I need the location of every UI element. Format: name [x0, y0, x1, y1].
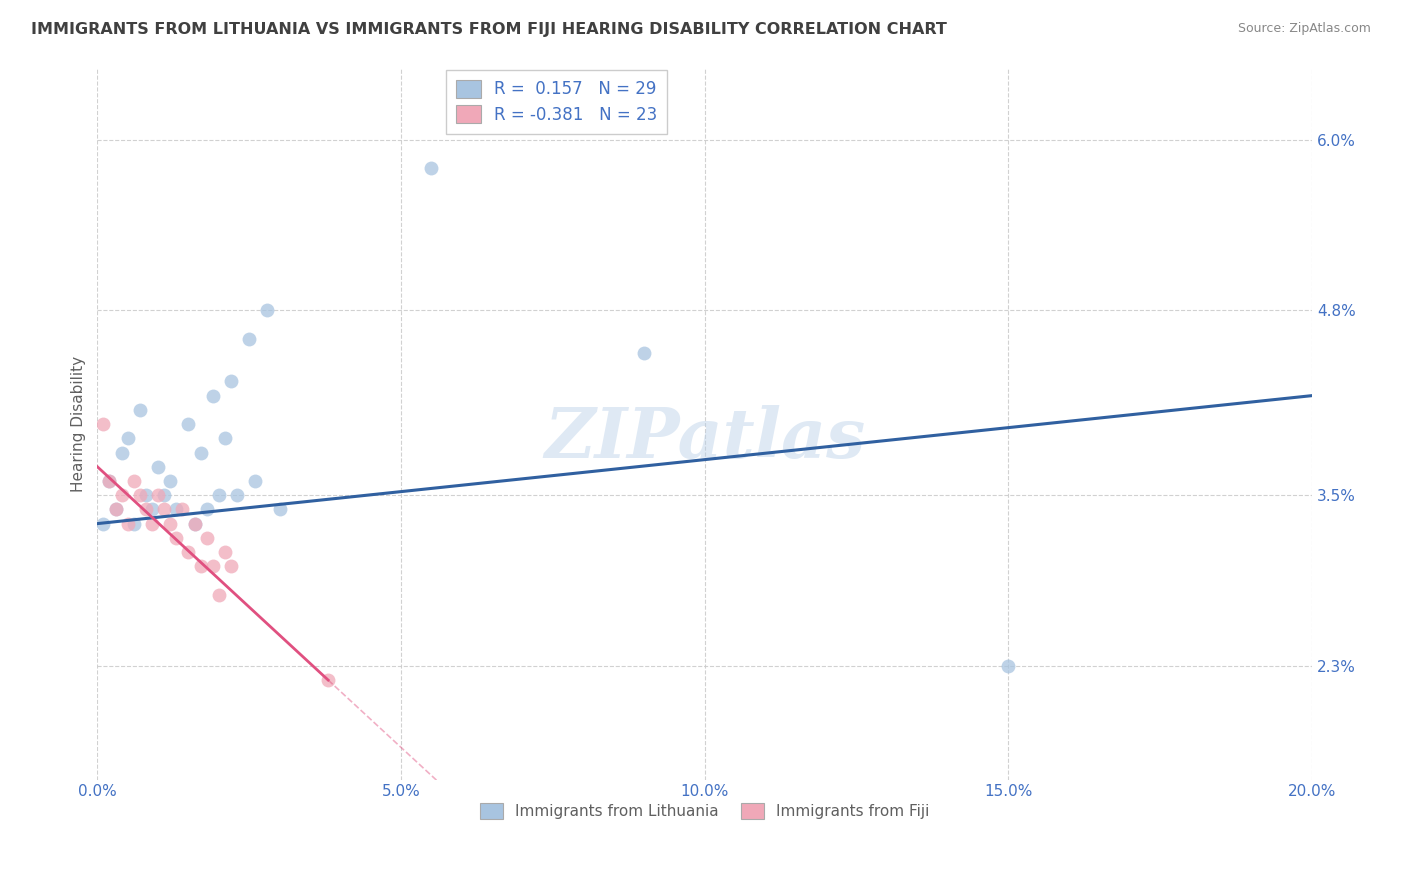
Point [117, 516, 139, 531]
Point [153, 488, 176, 502]
Point [165, 502, 187, 516]
Point [219, 375, 242, 389]
Point [104, 502, 127, 516]
Text: Source: ZipAtlas.com: Source: ZipAtlas.com [1237, 22, 1371, 36]
Point [190, 445, 212, 459]
Point [269, 502, 291, 516]
Point [177, 545, 200, 559]
Point [122, 474, 145, 488]
Point [208, 588, 231, 602]
Point [208, 488, 231, 502]
Point [183, 516, 205, 531]
Point [98, 474, 121, 488]
Point [165, 531, 187, 545]
Point [316, 673, 339, 687]
Point [172, 502, 194, 516]
Point [214, 431, 236, 445]
Point [146, 488, 169, 502]
Point [93, 417, 115, 431]
Point [195, 502, 218, 516]
Point [256, 303, 278, 318]
Point [93, 516, 115, 531]
Point [159, 474, 181, 488]
Point [111, 488, 134, 502]
Point [122, 516, 145, 531]
Point [201, 389, 224, 403]
Point [135, 502, 157, 516]
Point [214, 545, 236, 559]
Legend: Immigrants from Lithuania, Immigrants from Fiji: Immigrants from Lithuania, Immigrants fr… [474, 797, 936, 825]
Point [135, 488, 157, 502]
Point [420, 161, 443, 175]
Point [226, 488, 249, 502]
Point [219, 559, 242, 574]
Point [117, 431, 139, 445]
Point [141, 516, 163, 531]
Point [177, 417, 200, 431]
Point [190, 559, 212, 574]
Text: IMMIGRANTS FROM LITHUANIA VS IMMIGRANTS FROM FIJI HEARING DISABILITY CORRELATION: IMMIGRANTS FROM LITHUANIA VS IMMIGRANTS … [31, 22, 946, 37]
Point [245, 474, 267, 488]
Text: ZIPatlas: ZIPatlas [544, 405, 865, 472]
Y-axis label: Hearing Disability: Hearing Disability [72, 356, 86, 492]
Point [153, 502, 176, 516]
Point [183, 516, 205, 531]
Point [141, 502, 163, 516]
Point [159, 516, 181, 531]
Point [98, 474, 121, 488]
Point [128, 402, 150, 417]
Point [238, 332, 260, 346]
Point [104, 502, 127, 516]
Point [997, 658, 1019, 673]
Point [633, 346, 655, 360]
Point [111, 445, 134, 459]
Point [201, 559, 224, 574]
Point [195, 531, 218, 545]
Point [128, 488, 150, 502]
Point [146, 459, 169, 474]
